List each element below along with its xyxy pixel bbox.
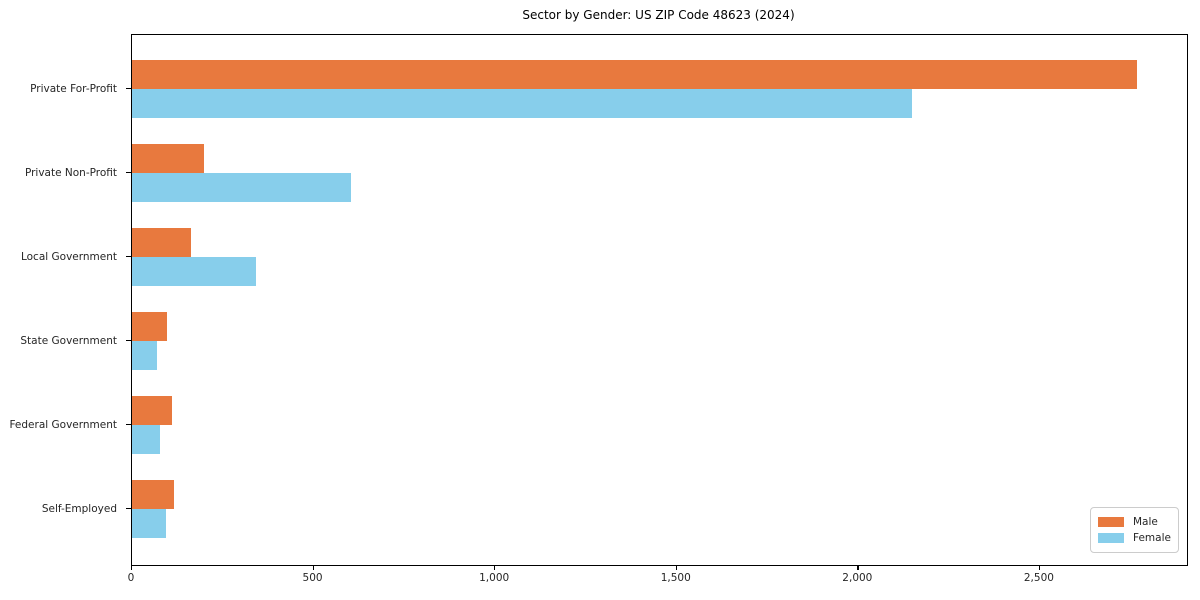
xtick-label: 2,000 bbox=[842, 572, 873, 584]
bar-male-3 bbox=[132, 312, 167, 341]
xtick-mark bbox=[312, 565, 314, 570]
legend-swatch-female bbox=[1098, 533, 1124, 543]
legend-swatch-male bbox=[1098, 517, 1124, 527]
bar-male-0 bbox=[132, 60, 1137, 89]
plot-area bbox=[131, 34, 1188, 566]
xtick-label: 0 bbox=[127, 572, 135, 584]
bar-female-4 bbox=[132, 425, 160, 454]
ytick-mark bbox=[126, 88, 131, 90]
ytick-mark bbox=[126, 340, 131, 342]
legend: Male Female bbox=[1090, 507, 1179, 553]
bar-male-2 bbox=[132, 228, 191, 257]
xtick-mark bbox=[857, 565, 859, 570]
legend-row-female: Female bbox=[1098, 532, 1178, 544]
bar-male-5 bbox=[132, 480, 175, 509]
ytick-mark bbox=[126, 424, 131, 426]
xtick-mark bbox=[131, 565, 133, 570]
ytick-mark bbox=[126, 508, 131, 510]
legend-row-male: Male bbox=[1098, 516, 1178, 528]
bar-male-4 bbox=[132, 396, 173, 425]
xtick-label: 2,500 bbox=[1023, 572, 1054, 584]
bar-female-0 bbox=[132, 89, 912, 118]
bar-female-2 bbox=[132, 257, 256, 286]
bar-female-1 bbox=[132, 173, 352, 202]
ytick-mark bbox=[126, 172, 131, 174]
bar-female-5 bbox=[132, 509, 166, 538]
xtick-label: 1,000 bbox=[479, 572, 510, 584]
xtick-label: 500 bbox=[302, 572, 323, 584]
bar-male-1 bbox=[132, 144, 205, 173]
xtick-mark bbox=[494, 565, 496, 570]
xtick-label: 1,500 bbox=[660, 572, 691, 584]
ytick-mark bbox=[126, 256, 131, 258]
legend-label-female: Female bbox=[1133, 532, 1171, 544]
chart-title: Sector by Gender: US ZIP Code 48623 (202… bbox=[522, 8, 795, 22]
bar-female-3 bbox=[132, 341, 158, 370]
xtick-mark bbox=[675, 565, 677, 570]
legend-label-male: Male bbox=[1133, 516, 1158, 528]
xtick-mark bbox=[1038, 565, 1041, 570]
